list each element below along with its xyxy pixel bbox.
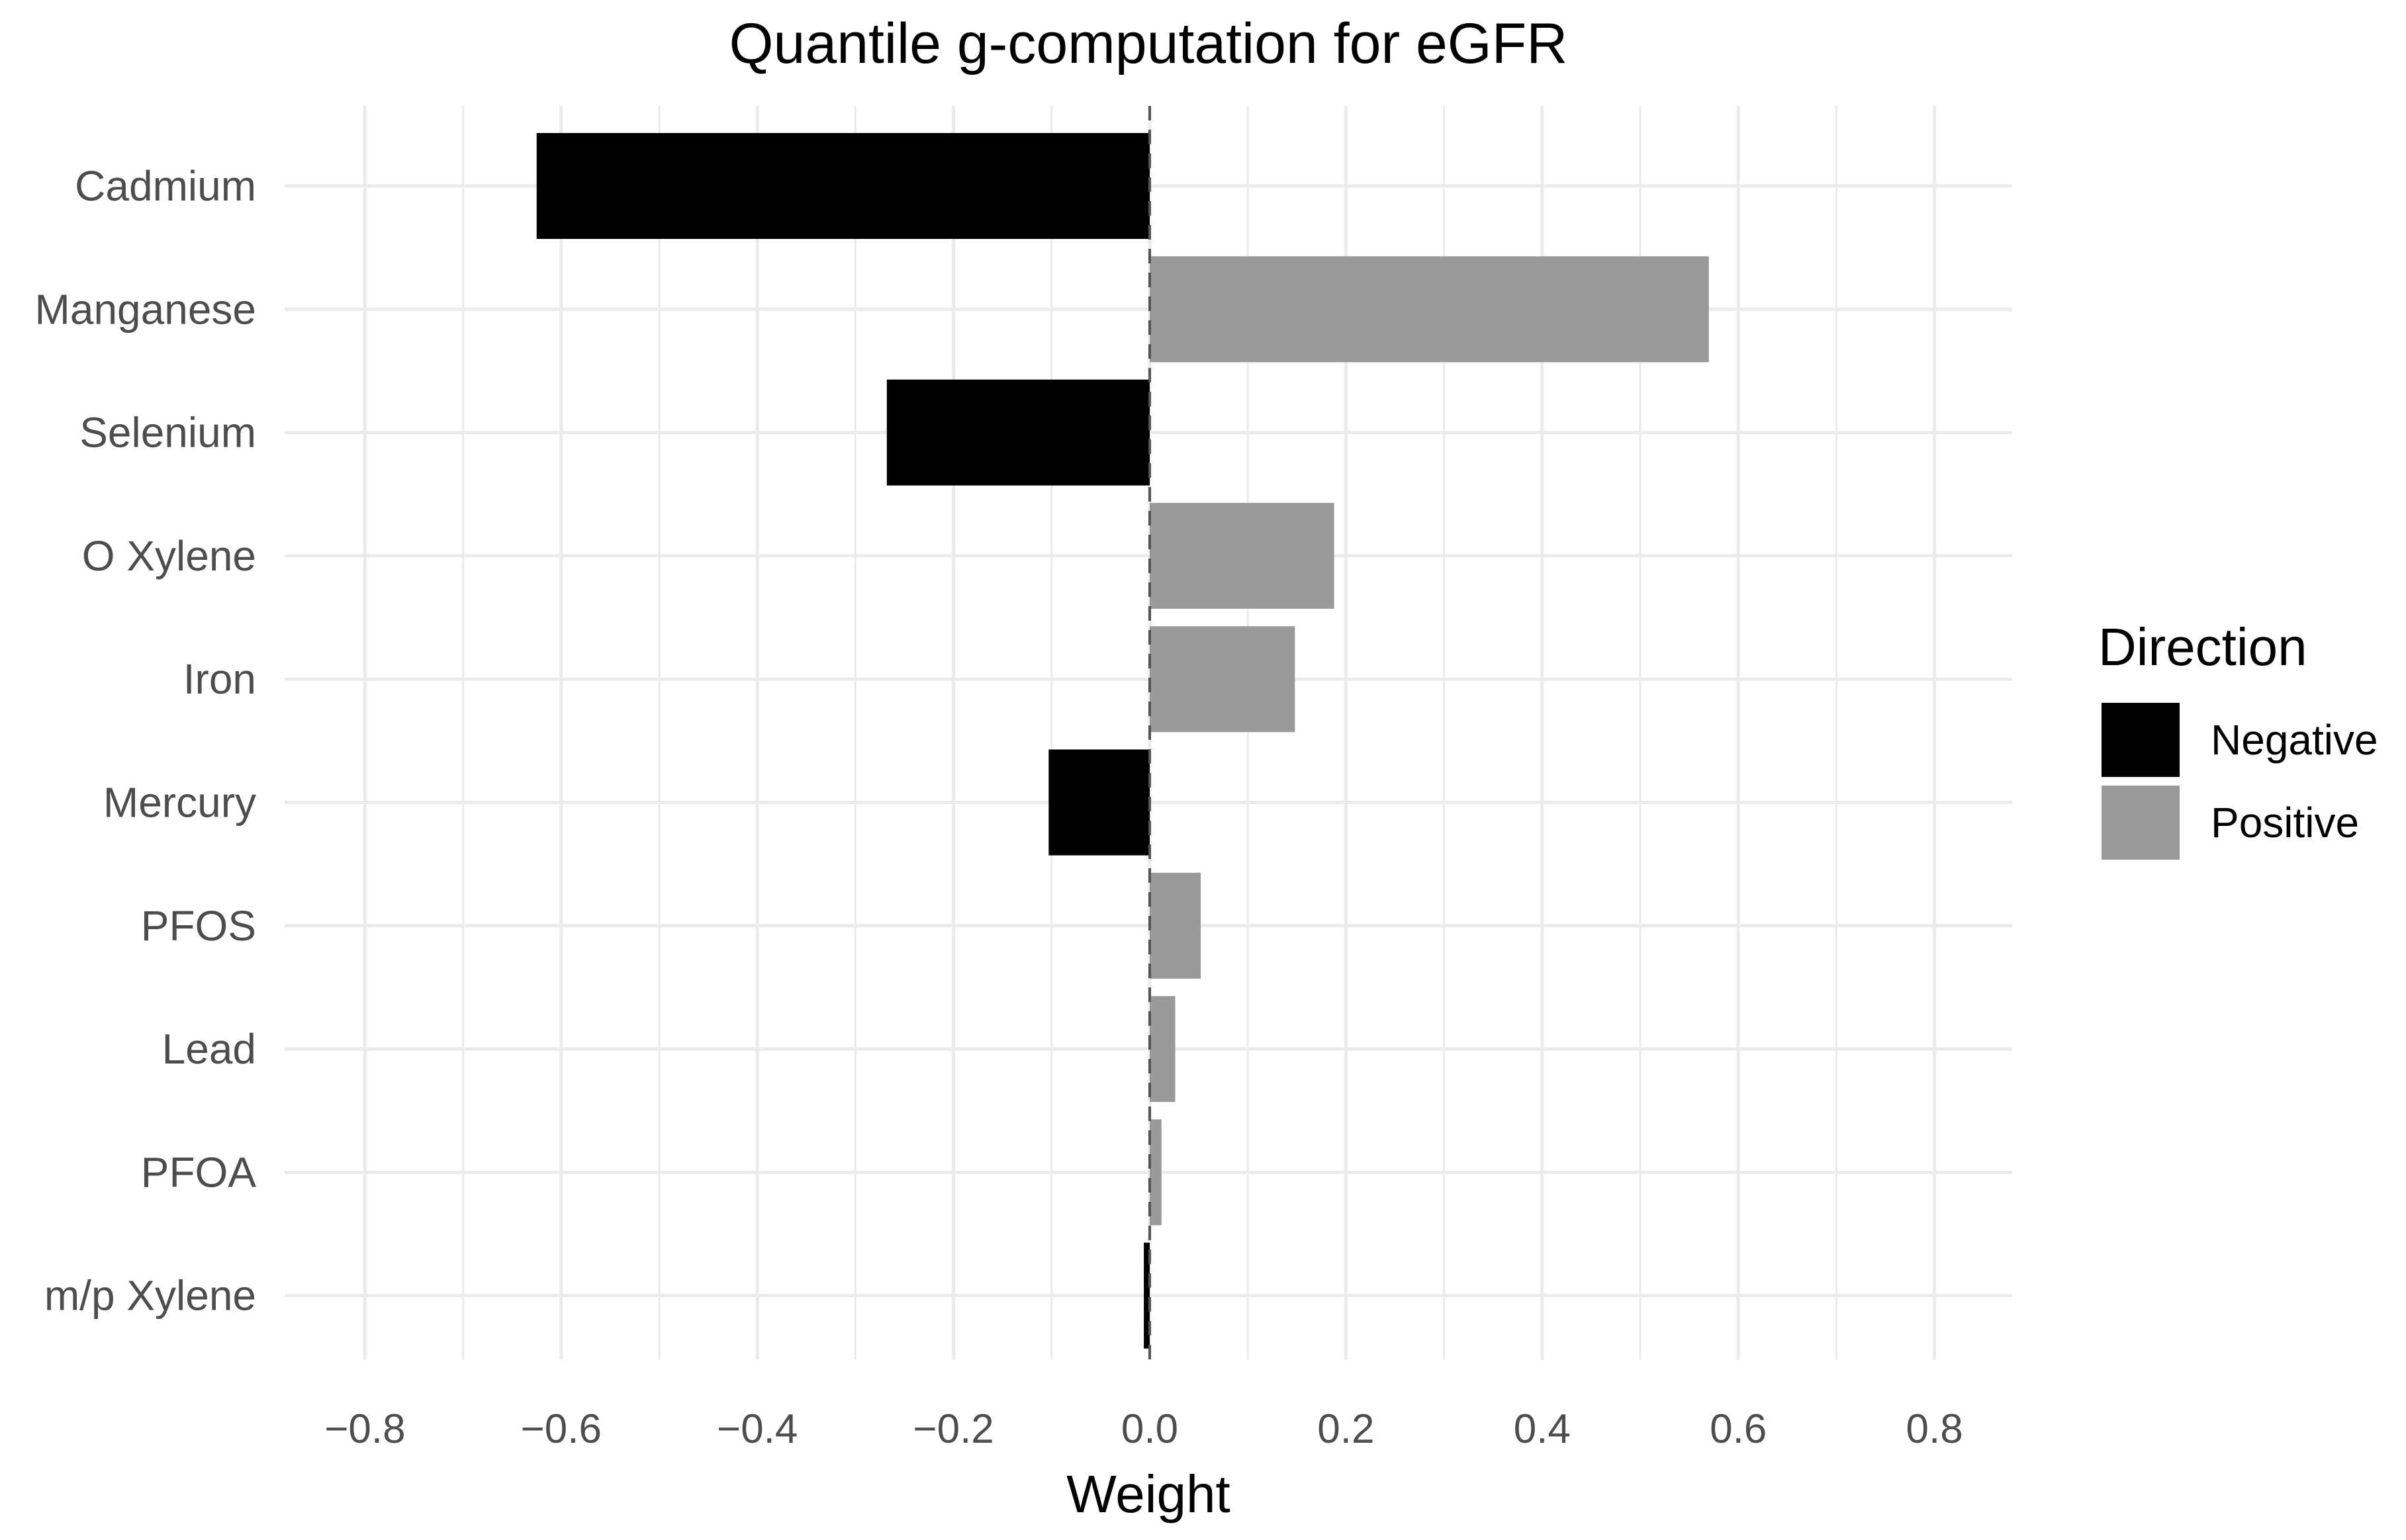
bar-layer bbox=[536, 106, 1709, 1360]
x-tick-label: −0.2 bbox=[913, 1406, 994, 1452]
legend-label-negative: Negative bbox=[2211, 716, 2378, 764]
legend-title: Direction bbox=[2098, 617, 2307, 676]
y-category-label: Manganese bbox=[35, 285, 256, 333]
y-category-label: O Xylene bbox=[82, 532, 256, 580]
bar-selenium bbox=[886, 379, 1150, 486]
axis-layer: −0.8 −0.6 −0.4 −0.2 0.0 0.2 0.4 0.6 0.8 Cadmium Ma… bbox=[35, 162, 1963, 1452]
y-category-label: Selenium bbox=[79, 409, 256, 457]
bar-o-xylene bbox=[1150, 502, 1334, 609]
x-tick-label: 0.6 bbox=[1710, 1406, 1767, 1452]
bar-iron bbox=[1150, 626, 1295, 733]
legend-label-positive: Positive bbox=[2211, 799, 2359, 846]
legend-swatch-negative bbox=[2102, 703, 2180, 777]
x-axis-label: Weight bbox=[1066, 1465, 1230, 1523]
x-tick-label: 0.2 bbox=[1317, 1406, 1374, 1452]
x-tick-label: −0.4 bbox=[717, 1406, 798, 1452]
x-tick-label: −0.6 bbox=[521, 1406, 602, 1452]
y-category-label: PFOA bbox=[141, 1148, 257, 1196]
bar-cadmium bbox=[536, 133, 1150, 239]
bar-lead bbox=[1150, 996, 1176, 1103]
x-tick-label: 0.4 bbox=[1514, 1406, 1571, 1452]
x-tick-label: −0.8 bbox=[324, 1406, 405, 1452]
bar-pfos bbox=[1150, 872, 1201, 979]
bar-manganese bbox=[1150, 256, 1709, 363]
y-category-label: Mercury bbox=[103, 779, 256, 827]
bar-pfoa bbox=[1150, 1119, 1162, 1226]
x-tick-label: 0.8 bbox=[1906, 1406, 1963, 1452]
bar-m-p-xylene bbox=[1144, 1242, 1150, 1349]
y-category-label: PFOS bbox=[141, 902, 256, 950]
bar-mercury bbox=[1048, 749, 1150, 856]
chart-title: Quantile g-computation for eGFR bbox=[729, 12, 1568, 75]
x-tick-label: 0.0 bbox=[1121, 1406, 1178, 1452]
y-category-label: Cadmium bbox=[75, 162, 256, 210]
y-category-label: Iron bbox=[183, 655, 256, 703]
legend-swatch-positive bbox=[2102, 786, 2180, 860]
legend: Direction Negative Positive bbox=[2098, 617, 2378, 860]
y-category-label: m/p Xylene bbox=[44, 1272, 256, 1320]
y-category-label: Lead bbox=[162, 1025, 256, 1073]
